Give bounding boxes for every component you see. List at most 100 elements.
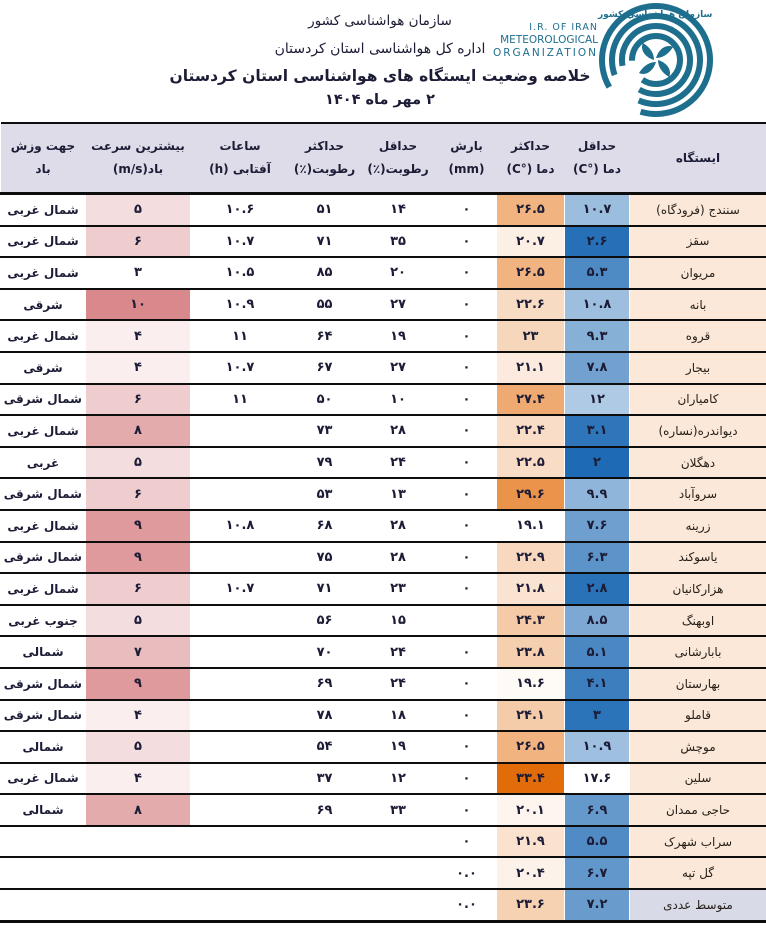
wind-direction-cell: شمال شرقی: [0, 699, 86, 733]
weather-table: ایستگاه حداقل دما (°C) حداکثر دما (°C) بارش (m…: [0, 122, 766, 923]
max-humidity-cell: ۶۷: [289, 351, 360, 385]
precip-cell: ۰: [436, 636, 497, 669]
min-humidity-cell: ۲۴: [359, 667, 437, 701]
table-row: بابارشانی ۵.۱ ۲۳.۸ ۰ ۲۴ ۷۰ ۷ شمالی: [0, 636, 766, 669]
precip-cell: ۰: [436, 825, 497, 859]
wind-speed-cell: ۵: [85, 193, 191, 227]
sunshine-cell: [190, 889, 290, 923]
header-rhmin-label: حداقل: [378, 139, 418, 154]
header-tmin-label: دما (°C): [572, 162, 622, 176]
table-row: قروه ۹.۳ ۲۳ ۰ ۱۹ ۶۴ ۱۱ ۴ شمال غربی: [0, 320, 766, 353]
header-tmin-label: حداقل: [577, 139, 617, 154]
table-row: مریوان ۵.۳ ۲۶.۵ ۰ ۲۰ ۸۵ ۱۰.۵ ۳ شمال غربی: [0, 257, 766, 290]
header-precip: بارش (mm): [436, 123, 497, 195]
max-temp-cell: ۲۰.۷: [496, 225, 565, 259]
min-temp-cell: ۱۰.۹: [564, 731, 630, 764]
header-tmin: حداقل دما (°C): [564, 123, 630, 195]
max-temp-cell: ۲۹.۶: [496, 478, 565, 511]
precip-cell: ۰: [436, 257, 497, 290]
max-humidity-cell: ۵۱: [289, 193, 360, 227]
wind-speed-cell: ۴: [85, 320, 191, 353]
header-dir-label: جهت وزش: [10, 139, 76, 154]
max-temp-cell: ۲۰.۱: [496, 794, 565, 827]
table-row: متوسط عددی ۷.۲ ۲۳.۶ ۰.۰: [0, 889, 766, 923]
wind-speed-cell: ۸: [85, 415, 191, 448]
max-humidity-cell: ۵۰: [289, 383, 360, 417]
logo-en-text-1: I.R. OF IRAN: [529, 22, 598, 33]
table-row: یاسوکند ۶.۳ ۲۲.۹ ۰ ۲۸ ۷۵ ۹ شمال شرقی: [0, 541, 766, 575]
precip-cell: ۰: [436, 667, 497, 701]
table-row: بانه ۱۰.۸ ۲۲.۶ ۰ ۲۷ ۵۵ ۱۰.۹ ۱۰ شرقی: [0, 288, 766, 322]
header-dir: جهت وزش باد: [0, 123, 86, 195]
max-humidity-cell: ۵۴: [289, 731, 360, 764]
station-cell: بیجار: [629, 351, 766, 385]
station-cell: دهگلان: [629, 446, 766, 480]
min-temp-cell: ۳.۱: [564, 415, 630, 448]
header-dir-label: باد: [35, 162, 51, 176]
wind-direction-cell: شمال غربی: [0, 193, 86, 227]
report-header: سازمان هواشناسی کشور اداره کل هواشناسی ا…: [110, 0, 650, 108]
min-humidity-cell: ۱۲: [359, 762, 437, 796]
min-temp-cell: ۹.۳: [564, 320, 630, 353]
min-humidity-cell: ۱۰: [359, 383, 437, 417]
wind-direction-cell: شمال غربی: [0, 415, 86, 448]
max-temp-cell: ۲۴.۳: [496, 604, 565, 638]
min-temp-cell: ۲.۶: [564, 225, 630, 259]
max-temp-cell: ۲۲.۵: [496, 446, 565, 480]
precip-cell: ۰: [436, 446, 497, 480]
precip-cell: ۰: [436, 320, 497, 353]
wind-direction-cell: شمال شرقی: [0, 541, 86, 575]
table-row: هزارکانیان ۲.۸ ۲۱.۸ ۰ ۲۳ ۷۱ ۱۰.۷ ۶ شمال غربی: [0, 573, 766, 606]
header-sun: ساعات آفتابی (h): [190, 123, 290, 195]
max-humidity-cell: ۷۰: [289, 636, 360, 669]
min-humidity-cell: ۱۳: [359, 478, 437, 511]
table-row: گل تپه ۶.۷ ۲۰.۴ ۰.۰: [0, 857, 766, 891]
sunshine-cell: [190, 415, 290, 448]
precip-cell: ۰: [436, 383, 497, 417]
wind-direction-cell: شمال غربی: [0, 225, 86, 259]
min-temp-cell: ۸.۵: [564, 604, 630, 638]
min-temp-cell: ۵.۵: [564, 825, 630, 859]
min-temp-cell: ۹.۹: [564, 478, 630, 511]
sunshine-cell: [190, 667, 290, 701]
min-humidity-cell: ۲۸: [359, 415, 437, 448]
precip-cell: ۰: [436, 351, 497, 385]
station-cell: قروه: [629, 320, 766, 353]
sunshine-cell: [190, 699, 290, 733]
precip-cell: ۰: [436, 193, 497, 227]
min-temp-cell: ۵.۳: [564, 257, 630, 290]
min-humidity-cell: ۲۴: [359, 446, 437, 480]
min-temp-cell: ۶.۹: [564, 794, 630, 827]
min-temp-cell: ۱۰.۸: [564, 288, 630, 322]
station-cell: قاملو: [629, 699, 766, 733]
max-humidity-cell: ۷۱: [289, 573, 360, 606]
header-station: ایستگاه: [629, 123, 766, 195]
logo-pinwheel-icon: [639, 43, 673, 77]
wind-speed-cell: [85, 889, 191, 923]
sunshine-cell: ۱۰.۹: [190, 288, 290, 322]
wind-speed-cell: ۵: [85, 731, 191, 764]
logo-en-text-3: ORGANIZATION: [493, 47, 598, 59]
sunshine-cell: [190, 446, 290, 480]
station-cell: هزارکانیان: [629, 573, 766, 606]
wind-direction-cell: شمال غربی: [0, 573, 86, 606]
station-cell: بابارشانی: [629, 636, 766, 669]
wind-speed-cell: ۵: [85, 446, 191, 480]
wind-speed-cell: ۴: [85, 762, 191, 796]
table-row: دهگلان ۲ ۲۲.۵ ۰ ۲۴ ۷۹ ۵ غربی: [0, 446, 766, 480]
min-humidity-cell: [359, 825, 437, 859]
header-sun-label: ساعات: [219, 139, 261, 154]
min-humidity-cell: ۱۸: [359, 699, 437, 733]
max-humidity-cell: ۶۹: [289, 794, 360, 827]
min-humidity-cell: ۱۹: [359, 731, 437, 764]
min-temp-cell: ۱۰.۷: [564, 193, 630, 227]
wind-direction-cell: [0, 857, 86, 891]
table-row: بهارستان ۴.۱ ۱۹.۶ ۰ ۲۴ ۶۹ ۹ شمال شرقی: [0, 667, 766, 701]
sunshine-cell: ۱۰.۷: [190, 225, 290, 259]
max-humidity-cell: ۸۵: [289, 257, 360, 290]
max-temp-cell: ۲۱.۸: [496, 573, 565, 606]
header-rhmax-label: رطوبت(٪): [293, 162, 356, 176]
station-cell: حاجی ممدان: [629, 794, 766, 827]
logo-fa-text: سازمان هواشناسي كشور: [597, 10, 713, 20]
